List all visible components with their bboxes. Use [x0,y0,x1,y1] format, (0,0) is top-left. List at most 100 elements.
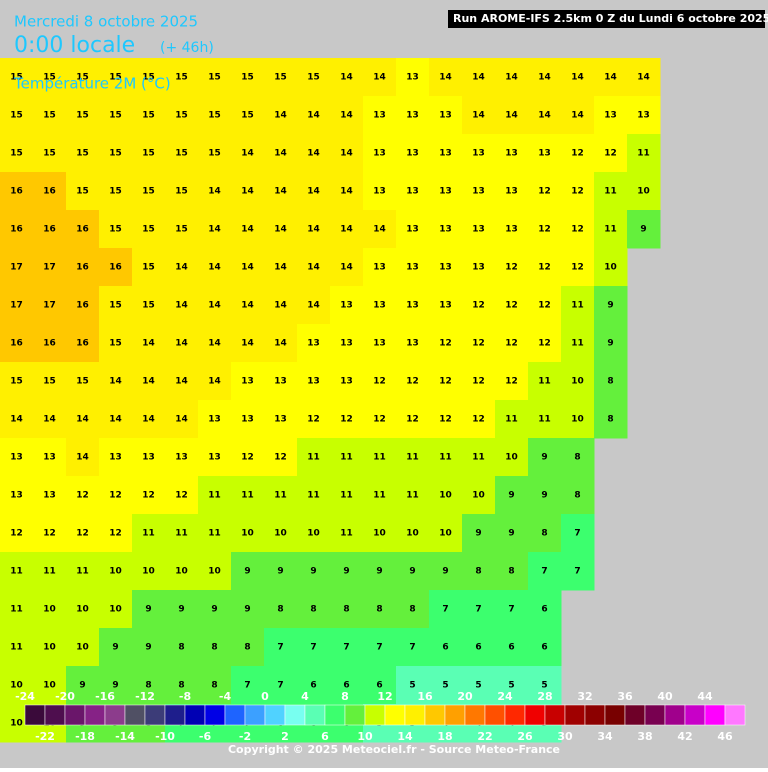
temperature-value: 12 [274,453,287,463]
temperature-value: 9 [112,681,118,691]
temperature-value: 14 [307,225,320,235]
temperature-cell [0,58,34,97]
temperature-cell [528,666,562,705]
colorbar-label: 18 [437,730,452,743]
temperature-cell [198,438,232,477]
colorbar-label: 38 [637,730,652,743]
temperature-cell [33,96,67,135]
temperature-value: 11 [274,491,287,501]
temperature-cell [594,248,628,287]
temperature-value: 12 [307,415,320,425]
temperature-value: 11 [10,605,23,615]
temperature-value: 13 [43,491,56,501]
temperature-cell [495,590,529,629]
temperature-cell [330,248,364,287]
temperature-cell [495,172,529,211]
temperature-value: 13 [538,149,551,159]
temperature-cell [297,248,331,287]
temperature-cell [396,514,430,553]
temperature-cell [165,400,199,439]
colorbar-label: -10 [155,730,175,743]
temperature-cell [627,210,661,249]
temperature-value: 13 [43,453,56,463]
field: Température 2M (°C) [13,75,171,93]
temperature-cell [297,324,331,363]
colorbar-label: 32 [577,690,592,703]
temperature-value: 12 [439,339,452,349]
temperature-value: 7 [277,643,283,653]
temperature-cell [528,248,562,287]
colorbar-cell [264,704,286,726]
temperature-value: 13 [604,111,617,121]
colorbar-cell [504,704,526,726]
temperature-value: 14 [208,301,221,311]
colorbar-cell [544,704,566,726]
temperature-value: 13 [373,263,386,273]
temperature-value: 14 [175,301,188,311]
temperature-cell [66,476,100,515]
temperature-value: 15 [142,301,155,311]
temperature-value: 13 [373,149,386,159]
temperature-cell [231,514,265,553]
temperature-value: 12 [538,187,551,197]
colorbar-label: 12 [377,690,392,703]
temperature-value: 11 [208,529,221,539]
temperature-cell [165,96,199,135]
colorbar-cell [364,704,386,726]
temperature-cell [462,172,496,211]
temperature-value: 13 [340,339,353,349]
temperature-cell [165,514,199,553]
temperature-value: 13 [472,149,485,159]
temperature-value: 10 [472,491,485,501]
temperature-cell [429,134,463,173]
temperature-value: 10 [241,529,254,539]
temperature-value: 5 [541,681,547,691]
temperature-value: 11 [439,453,452,463]
colorbar-label: 22 [477,730,492,743]
temperature-value: 9 [376,567,382,577]
temperature-cell [66,134,100,173]
temperature-cell [132,438,166,477]
colorbar-label: 20 [457,690,473,703]
temperature-cell [429,248,463,287]
temperature-cell [330,134,364,173]
temperature-value: 14 [637,73,650,83]
temperature-value: 6 [343,681,349,691]
temperature-value: 11 [373,491,386,501]
temperature-value: 12 [472,301,485,311]
temperature-value: 13 [637,111,650,121]
temperature-value: 15 [142,111,155,121]
temperature-cell [528,438,562,477]
temperature-cell [297,286,331,325]
temperature-value: 14 [307,187,320,197]
temperature-cell [495,552,529,591]
temperature-cell [0,514,34,553]
temperature-value: 10 [142,567,155,577]
temperature-cell [264,590,298,629]
temperature-cell [33,286,67,325]
temperature-cell [594,400,628,439]
colorbar-cell [524,704,546,726]
temperature-cell [429,400,463,439]
temperature-value: 15 [175,187,188,197]
temperature-cell [66,552,100,591]
temperature-value: 11 [604,225,617,235]
temperature-cell [429,172,463,211]
temperature-cell [264,324,298,363]
temperature-value: 13 [241,377,254,387]
temperature-value: 10 [208,567,221,577]
temperature-value: 8 [178,681,184,691]
temperature-cell [0,362,34,401]
temperature-cell [297,476,331,515]
temperature-value: 15 [43,111,56,121]
temperature-value: 15 [76,149,89,159]
temperature-value: 15 [10,111,23,121]
temperature-value: 14 [340,263,353,273]
temperature-cell [462,476,496,515]
temperature-value: 15 [208,111,221,121]
temperature-cell [363,248,397,287]
temperature-cell [462,666,496,705]
temperature-cell [231,400,265,439]
temperature-cell [264,210,298,249]
temperature-cell [99,248,133,287]
